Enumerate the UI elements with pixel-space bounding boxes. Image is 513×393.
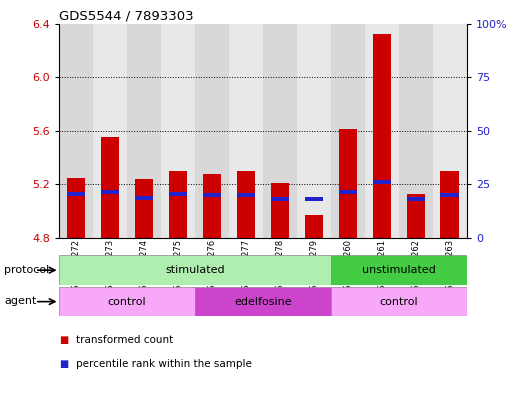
- Bar: [441, 171, 459, 238]
- Bar: [59, 255, 331, 285]
- Bar: [331, 24, 365, 238]
- Bar: [67, 178, 85, 238]
- Bar: [263, 24, 297, 238]
- Bar: [169, 191, 187, 196]
- Bar: [365, 24, 399, 238]
- Bar: [101, 190, 120, 194]
- Bar: [331, 287, 467, 316]
- Bar: [59, 287, 195, 316]
- Bar: [203, 193, 221, 197]
- Bar: [134, 196, 153, 200]
- Bar: [161, 24, 195, 238]
- Text: percentile rank within the sample: percentile rank within the sample: [76, 359, 252, 369]
- Text: control: control: [380, 297, 418, 307]
- Text: control: control: [108, 297, 146, 307]
- Bar: [203, 173, 221, 238]
- Bar: [305, 197, 323, 201]
- Bar: [169, 171, 187, 238]
- Bar: [270, 183, 289, 238]
- Text: agent: agent: [4, 296, 36, 307]
- Bar: [297, 24, 331, 238]
- Text: unstimulated: unstimulated: [362, 265, 436, 275]
- Bar: [101, 138, 120, 238]
- Bar: [406, 197, 425, 201]
- Text: transformed count: transformed count: [76, 335, 173, 345]
- Text: ■: ■: [59, 359, 68, 369]
- Bar: [93, 24, 127, 238]
- Bar: [127, 24, 161, 238]
- Bar: [339, 190, 357, 194]
- Bar: [236, 171, 255, 238]
- Bar: [372, 180, 391, 184]
- Bar: [305, 215, 323, 238]
- Bar: [195, 287, 331, 316]
- Bar: [229, 24, 263, 238]
- Bar: [339, 129, 357, 238]
- Bar: [195, 24, 229, 238]
- Bar: [372, 34, 391, 238]
- Text: ■: ■: [59, 335, 68, 345]
- Text: stimulated: stimulated: [165, 265, 225, 275]
- Text: edelfosine: edelfosine: [234, 297, 292, 307]
- Text: protocol: protocol: [4, 265, 49, 275]
- Text: GDS5544 / 7893303: GDS5544 / 7893303: [59, 10, 193, 23]
- Bar: [331, 255, 467, 285]
- Bar: [433, 24, 467, 238]
- Bar: [59, 24, 93, 238]
- Bar: [134, 179, 153, 238]
- Bar: [399, 24, 433, 238]
- Bar: [406, 194, 425, 238]
- Bar: [270, 197, 289, 201]
- Bar: [441, 193, 459, 197]
- Bar: [67, 191, 85, 196]
- Bar: [236, 193, 255, 197]
